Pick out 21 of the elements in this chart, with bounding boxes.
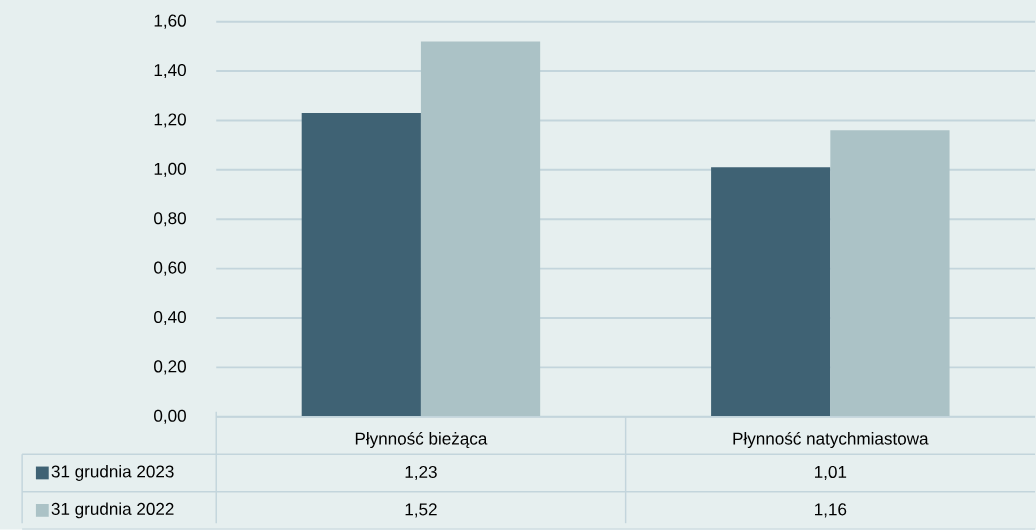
data-label: 1,01 (815, 465, 847, 481)
bar (830, 130, 950, 417)
bar (711, 167, 831, 417)
legend-label: 31 grudnia 2022 (51, 502, 174, 519)
y-tick-label: 1,00 (154, 162, 186, 177)
y-tick-label: 0,20 (154, 360, 186, 375)
x-tick-label: Płynność natychmiastowa (733, 432, 929, 449)
y-tick-label: 0,00 (154, 409, 186, 424)
y-tick-label: 1,60 (154, 14, 186, 29)
legend-label: 31 grudnia 2023 (51, 465, 174, 481)
y-tick-label: 0,60 (154, 261, 186, 276)
bar (420, 41, 541, 417)
data-label: 1,16 (815, 503, 847, 518)
data-label: 1,52 (405, 503, 437, 518)
x-tick-label: Płynność bieżąca (355, 432, 488, 449)
y-tick-label: 0,40 (154, 311, 186, 326)
y-tick-label: 1,20 (154, 113, 186, 128)
bar (301, 113, 421, 417)
y-tick-label: 1,40 (154, 64, 186, 79)
data-label: 1,23 (405, 465, 437, 481)
y-tick-label: 0,80 (154, 212, 186, 227)
